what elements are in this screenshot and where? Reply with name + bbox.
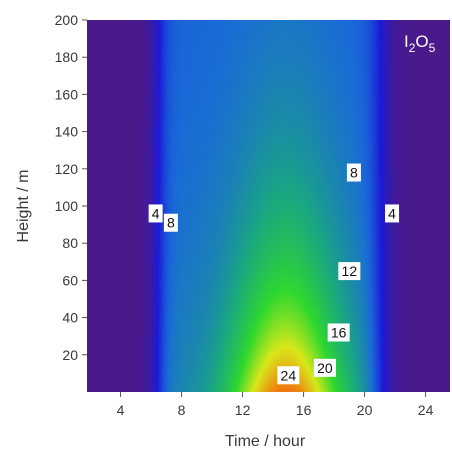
y-axis-title: Height / m bbox=[15, 170, 32, 243]
contour-label-box bbox=[346, 163, 361, 182]
contour-label-box bbox=[327, 323, 350, 342]
contour-label: 16 bbox=[327, 323, 350, 342]
contour-label: 20 bbox=[313, 358, 336, 377]
y-tick-label: 80 bbox=[62, 235, 78, 251]
x-tick-label: 20 bbox=[357, 402, 373, 418]
x-tick-label: 4 bbox=[117, 402, 125, 418]
contour-label-text: 16 bbox=[331, 324, 347, 340]
contour-label-text: 12 bbox=[342, 263, 358, 279]
x-tick-label: 16 bbox=[296, 402, 312, 418]
y-tick-label: 40 bbox=[62, 310, 78, 326]
contour-label-text: 4 bbox=[152, 205, 160, 221]
contour-label-text: 20 bbox=[317, 360, 333, 376]
species-label: I2O5 bbox=[404, 32, 436, 55]
contour-label-text: 8 bbox=[350, 165, 358, 181]
contour-label: 4 bbox=[148, 204, 163, 223]
x-tick-label: 24 bbox=[418, 402, 434, 418]
y-tick-label: 100 bbox=[55, 198, 79, 214]
contour-label: 24 bbox=[277, 366, 300, 385]
contour-label-box bbox=[163, 213, 178, 232]
y-tick-label: 60 bbox=[62, 272, 78, 288]
contour-label-text: 4 bbox=[388, 205, 396, 221]
contour-label-box bbox=[313, 358, 336, 377]
contour-label: 4 bbox=[385, 204, 400, 223]
y-tick-label: 200 bbox=[55, 12, 79, 28]
x-tick-label: 12 bbox=[235, 402, 251, 418]
contour-label-text: 8 bbox=[167, 215, 175, 231]
y-tick-label: 20 bbox=[62, 347, 78, 363]
x-tick-label: 8 bbox=[178, 402, 186, 418]
y-tick-label: 120 bbox=[55, 161, 79, 177]
contour-label: 8 bbox=[163, 213, 178, 232]
contour-label-box bbox=[338, 262, 361, 281]
contour-label-box bbox=[385, 204, 400, 223]
contour-label: 8 bbox=[346, 163, 361, 182]
y-tick-label: 180 bbox=[55, 49, 79, 65]
y-tick-label: 160 bbox=[55, 86, 79, 102]
svg-text:I2O5: I2O5 bbox=[404, 32, 436, 55]
x-axis-title: Time / hour bbox=[225, 433, 306, 450]
contour-label-box bbox=[148, 204, 163, 223]
contour-label-text: 24 bbox=[281, 367, 297, 383]
contour-label-box bbox=[277, 366, 300, 385]
y-tick-label: 140 bbox=[55, 124, 79, 140]
contour-label: 12 bbox=[338, 262, 361, 281]
